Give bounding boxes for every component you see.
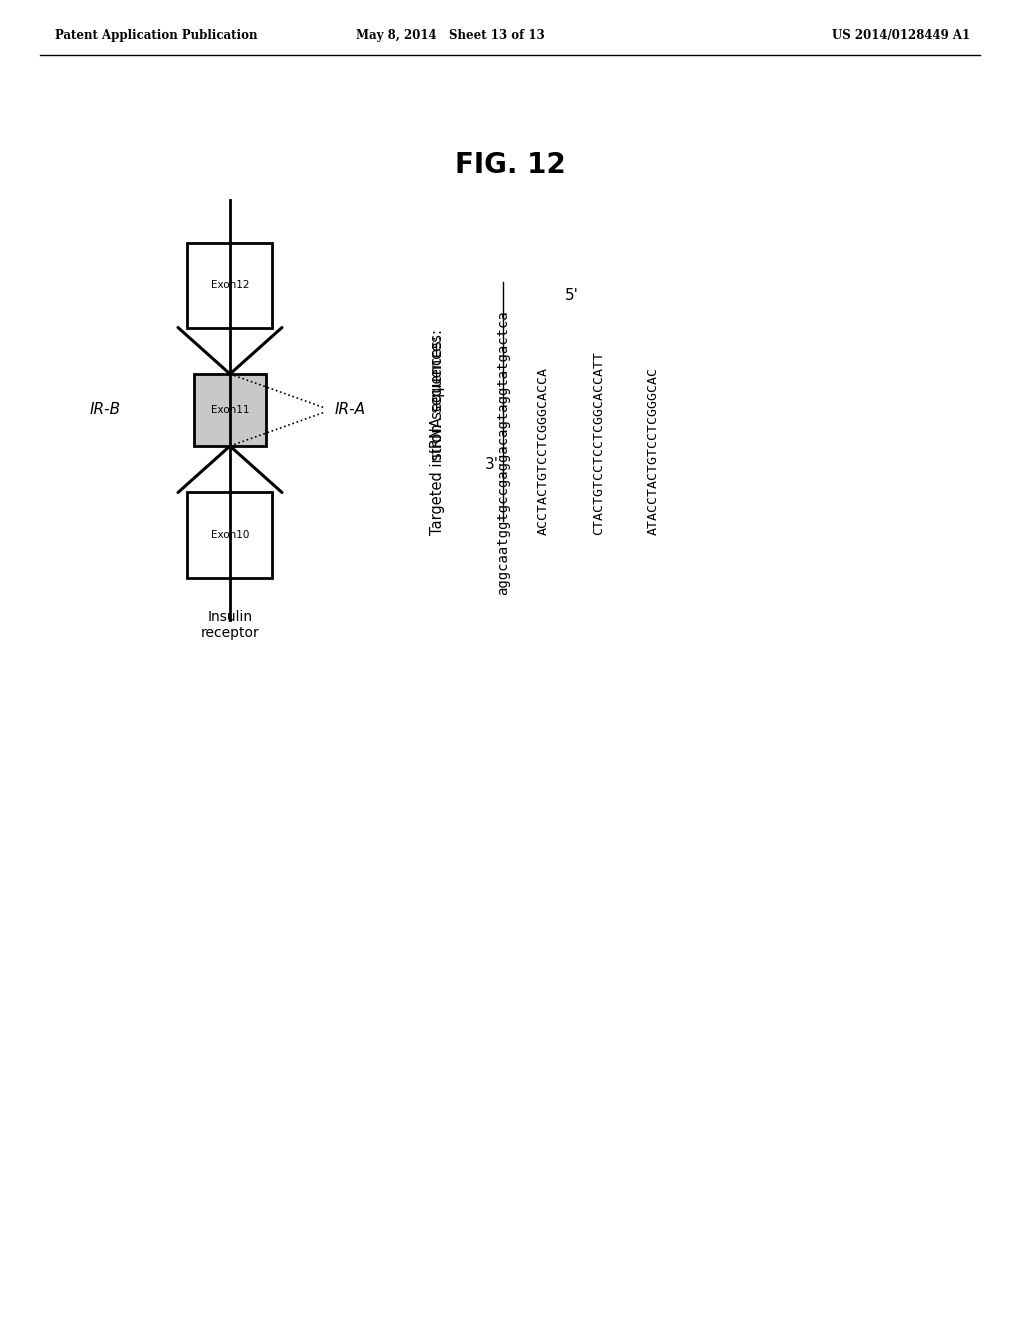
- Text: siRNA sequences:: siRNA sequences:: [430, 329, 445, 459]
- Bar: [187, 243, 272, 327]
- Text: Exon12: Exon12: [211, 280, 249, 290]
- Text: IR-A: IR-A: [335, 403, 366, 417]
- Text: 5': 5': [565, 288, 579, 302]
- Text: Exon11: Exon11: [211, 405, 249, 414]
- Text: ACCTACTGTCCTCGGGCACCA: ACCTACTGTCCTCGGGCACCA: [537, 367, 550, 535]
- Text: May 8, 2014   Sheet 13 of 13: May 8, 2014 Sheet 13 of 13: [355, 29, 545, 41]
- Bar: [194, 374, 266, 446]
- Text: Insulin
receptor: Insulin receptor: [201, 610, 259, 640]
- Text: ATACCTACTGTCCTCGGGCAC: ATACCTACTGTCCTCGGGCAC: [647, 367, 660, 535]
- Text: Targeted intron sequences:: Targeted intron sequences:: [430, 335, 445, 535]
- Text: Patent Application Publication: Patent Application Publication: [55, 29, 257, 41]
- Bar: [187, 492, 272, 578]
- Text: FIG. 12: FIG. 12: [455, 150, 565, 180]
- Text: IR-B: IR-B: [89, 403, 121, 417]
- Text: Exon10: Exon10: [211, 531, 249, 540]
- Text: CTACTGTCCTCCTCGGCACCATT: CTACTGTCCTCCTCGGCACCATT: [592, 351, 605, 535]
- Text: 3': 3': [485, 458, 499, 473]
- Text: US 2014/0128449 A1: US 2014/0128449 A1: [831, 29, 970, 41]
- Text: aggcaatggtgccgaggacagtaggtatgactca: aggcaatggtgccgaggacagtaggtatgactca: [496, 310, 510, 595]
